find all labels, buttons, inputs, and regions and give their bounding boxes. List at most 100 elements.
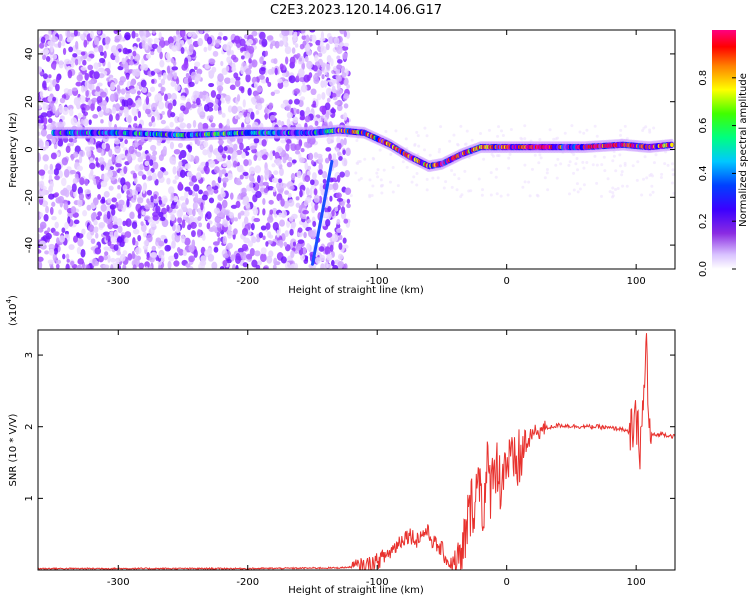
noise-speck <box>111 153 116 163</box>
noise-speck <box>217 237 221 244</box>
noise-speck <box>97 211 102 217</box>
noise-speck <box>279 219 285 227</box>
noise-speck <box>45 232 52 240</box>
noise-speck <box>158 240 165 247</box>
noise-speck <box>93 219 98 226</box>
noise-speck-faint <box>618 153 622 157</box>
noise-speck <box>93 71 100 80</box>
noise-speck <box>339 171 345 178</box>
noise-speck-faint <box>643 155 647 159</box>
noise-speck-faint <box>436 176 440 180</box>
noise-speck-faint <box>606 177 610 181</box>
noise-speck <box>188 244 195 253</box>
noise-speck <box>251 30 258 37</box>
noise-speck <box>100 51 104 56</box>
noise-speck <box>309 187 313 196</box>
noise-speck-faint <box>453 173 457 177</box>
noise-speck <box>184 46 188 52</box>
noise-speck <box>83 118 89 127</box>
noise-speck <box>90 103 95 112</box>
snr-line <box>38 333 675 570</box>
noise-speck <box>310 88 317 96</box>
noise-speck-faint <box>581 160 585 164</box>
noise-speck <box>264 167 270 176</box>
noise-speck <box>177 216 183 224</box>
noise-speck <box>105 108 110 114</box>
noise-speck-faint <box>546 188 550 192</box>
noise-speck <box>326 54 332 63</box>
noise-speck <box>274 67 278 76</box>
noise-speck <box>97 67 105 73</box>
noise-speck <box>195 172 202 181</box>
noise-speck-faint <box>355 161 359 165</box>
noise-speck <box>226 56 232 64</box>
noise-speck-faint <box>405 165 409 169</box>
noise-speck <box>218 122 223 130</box>
noise-speck <box>119 106 125 111</box>
noise-speck <box>118 48 122 53</box>
noise-speck <box>131 189 139 197</box>
noise-speck-faint <box>388 180 392 184</box>
colorbar-tick-label: 0.4 <box>698 165 709 181</box>
noise-speck-faint <box>523 180 527 184</box>
noise-speck <box>184 190 189 200</box>
noise-speck <box>268 199 274 205</box>
noise-speck <box>339 30 345 35</box>
noise-speck <box>72 53 78 58</box>
noise-speck <box>301 34 307 41</box>
noise-speck <box>202 90 207 96</box>
noise-speck <box>291 47 296 54</box>
noise-speck-faint <box>554 163 558 167</box>
noise-speck <box>186 123 192 129</box>
noise-speck <box>241 228 249 236</box>
noise-speck <box>39 90 44 99</box>
noise-speck <box>44 34 50 40</box>
noise-speck <box>196 228 202 238</box>
noise-speck <box>132 172 138 179</box>
noise-speck-faint <box>521 185 525 189</box>
noise-speck-faint <box>371 184 375 188</box>
noise-speck <box>184 237 191 246</box>
noise-speck <box>266 35 274 41</box>
noise-speck <box>86 57 92 62</box>
noise-speck <box>49 41 56 46</box>
noise-speck <box>136 151 142 158</box>
snr-x-label: Height of straight line (km) <box>288 585 424 596</box>
noise-speck <box>58 33 63 42</box>
noise-speck-faint <box>520 137 524 141</box>
noise-speck <box>38 227 44 233</box>
noise-speck <box>219 81 224 86</box>
y-tick-label: 40 <box>24 48 35 61</box>
noise-speck <box>145 155 151 162</box>
noise-speck <box>212 50 219 57</box>
noise-speck <box>38 256 44 262</box>
noise-speck <box>127 253 133 261</box>
noise-speck <box>297 227 303 233</box>
noise-speck <box>39 71 44 76</box>
noise-speck <box>239 174 244 180</box>
noise-speck <box>52 105 56 114</box>
noise-speck-faint <box>489 193 493 197</box>
noise-speck <box>38 104 42 110</box>
noise-speck <box>92 114 99 119</box>
noise-speck <box>307 170 311 176</box>
noise-speck <box>336 136 341 144</box>
noise-speck-faint <box>536 194 540 198</box>
noise-speck <box>131 30 136 39</box>
noise-speck <box>125 73 130 80</box>
noise-speck <box>321 92 326 100</box>
noise-speck-faint <box>415 183 419 187</box>
noise-speck-faint <box>593 154 597 158</box>
noise-speck <box>96 216 101 221</box>
noise-speck <box>181 234 186 244</box>
noise-speck <box>151 30 156 34</box>
noise-speck <box>158 101 165 110</box>
noise-speck <box>98 57 106 64</box>
noise-speck <box>265 241 269 247</box>
noise-speck <box>336 228 343 233</box>
noise-speck <box>116 84 121 92</box>
noise-speck <box>331 85 336 93</box>
noise-speck <box>181 64 188 71</box>
noise-speck <box>287 192 292 198</box>
noise-speck <box>245 201 251 209</box>
